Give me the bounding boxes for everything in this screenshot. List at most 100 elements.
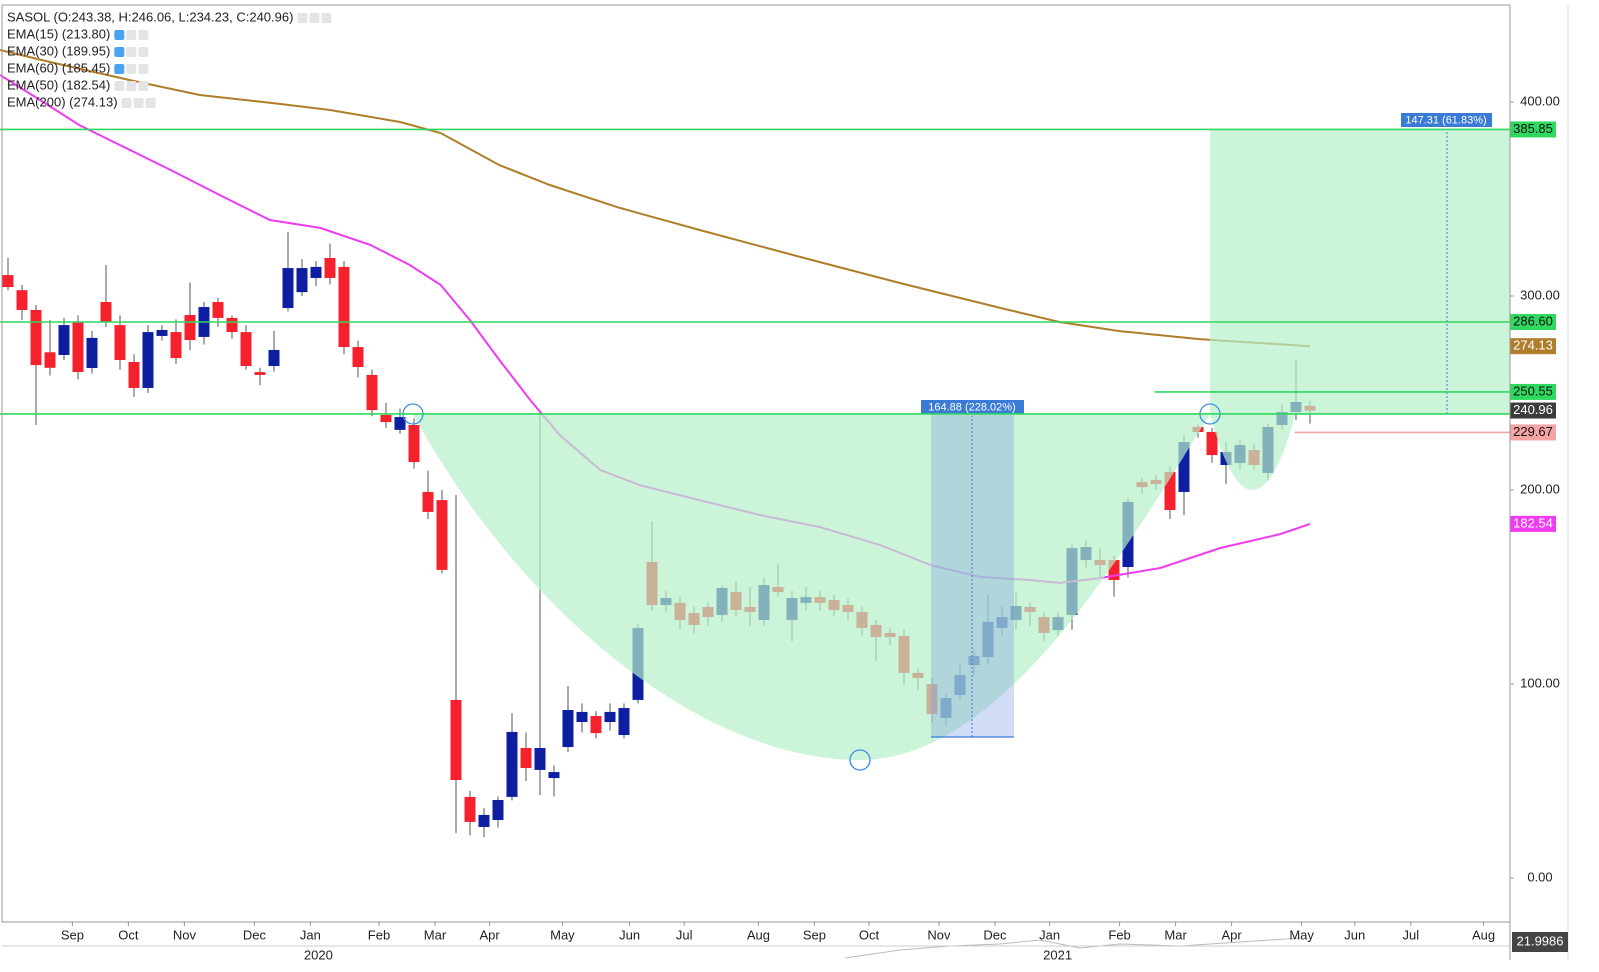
x-tick-label: Nov xyxy=(927,927,951,942)
measure-label: 164.88 (228.02%) xyxy=(928,401,1015,413)
candle-body xyxy=(548,772,560,779)
measure-tag xyxy=(921,400,1024,414)
candle-body xyxy=(226,317,238,333)
candle-body xyxy=(184,315,196,341)
price-tag-label: 240.96 xyxy=(1513,402,1553,417)
handle-shape xyxy=(1210,414,1295,490)
price-tag-label: 182.54 xyxy=(1513,515,1553,530)
legend-icon xyxy=(138,81,149,91)
x-tick-label: May xyxy=(550,927,575,942)
price-tag xyxy=(1510,424,1556,441)
footer-tag xyxy=(1512,932,1568,952)
legend-icon xyxy=(297,13,308,23)
year-label: 2020 xyxy=(304,947,333,962)
candle-body xyxy=(282,268,294,309)
price-tag xyxy=(1510,402,1556,419)
candle-body xyxy=(268,349,280,367)
x-tick-label: Apr xyxy=(1221,927,1242,942)
x-tick-label: May xyxy=(1289,927,1314,942)
y-tick-label: 200.00 xyxy=(1520,481,1560,496)
y-tick-label: 0.00 xyxy=(1527,869,1552,884)
footer-value: 21.9986 xyxy=(1517,933,1564,948)
legend-icon xyxy=(145,98,156,108)
candle-body xyxy=(450,699,462,781)
price-tag xyxy=(1510,383,1556,400)
candle-body xyxy=(30,309,42,366)
legend-icon xyxy=(114,64,125,74)
x-tick-label: Dec xyxy=(243,927,267,942)
legend-entry: EMA(200) (274.13) xyxy=(7,94,118,109)
candle-body xyxy=(1108,560,1120,581)
candle-body xyxy=(212,302,224,318)
x-tick-label: Nov xyxy=(173,927,197,942)
x-tick-label: Aug xyxy=(747,927,770,942)
candle-body xyxy=(590,716,602,734)
candle-body xyxy=(310,266,322,278)
candle-body xyxy=(2,275,14,288)
price-tag xyxy=(1510,121,1556,138)
x-tick-label: Jul xyxy=(1402,927,1419,942)
legend-icon xyxy=(138,47,149,57)
y-tick-label: 400.00 xyxy=(1520,93,1560,108)
x-tick-label: Jan xyxy=(1039,927,1060,942)
candle-body xyxy=(338,266,350,348)
candle-body xyxy=(1178,442,1190,492)
candle-body xyxy=(562,709,574,748)
price-tag-label: 274.13 xyxy=(1513,338,1553,353)
candle-body xyxy=(114,325,126,361)
x-tick-label: Oct xyxy=(118,927,139,942)
price-tag-label: 229.67 xyxy=(1513,424,1553,439)
candle-body xyxy=(86,337,98,368)
cup-shape xyxy=(413,414,1210,760)
legend-icon xyxy=(309,13,320,23)
candle-body xyxy=(1164,471,1176,510)
legend-icon xyxy=(121,98,132,108)
legend-icon xyxy=(114,30,125,40)
candle-body xyxy=(1206,431,1218,456)
candle-body xyxy=(16,290,28,310)
legend-entry: EMA(60) (185.45) xyxy=(7,60,110,75)
candle-body xyxy=(100,302,112,322)
x-tick-label: Apr xyxy=(479,927,500,942)
candle-body xyxy=(366,374,378,411)
legend: SASOL (O:243.38, H:246.06, L:234.23, C:2… xyxy=(7,9,332,109)
candle-body xyxy=(576,711,588,723)
volume-trace xyxy=(844,937,1301,959)
price-tag xyxy=(1510,313,1556,330)
candle-body xyxy=(492,800,504,820)
candle-body xyxy=(408,425,420,463)
candle-body xyxy=(464,796,476,822)
annotation-layer: 0.00 100.00 200.00 300.00 400.00 Sep Oct Nov Dec… xyxy=(0,93,1560,962)
candle-body xyxy=(618,708,630,736)
legend-icon xyxy=(114,47,125,57)
x-tick-label: Feb xyxy=(368,927,390,942)
candle-body xyxy=(156,329,168,336)
candle-body xyxy=(352,347,364,368)
candle-body xyxy=(520,748,532,769)
x-tick-label: Jun xyxy=(619,927,640,942)
legend-title: SASOL (O:243.38, H:246.06, L:234.23, C:2… xyxy=(7,9,293,24)
price-tag xyxy=(1510,515,1556,532)
candle-body xyxy=(394,417,406,430)
legend-icon xyxy=(321,13,332,23)
candle-body xyxy=(170,332,182,359)
x-tick-label: Mar xyxy=(1164,927,1187,942)
candle-body xyxy=(506,731,518,797)
legend-icon xyxy=(133,98,144,108)
candle-body xyxy=(128,361,140,388)
x-tick-label: Aug xyxy=(1472,927,1495,942)
candle-body xyxy=(58,325,70,355)
measure-label: 147.31 (61.83%) xyxy=(1405,114,1486,126)
legend-icon xyxy=(126,30,137,40)
candle-body xyxy=(534,748,546,770)
x-tick-label: Dec xyxy=(983,927,1007,942)
candle-body xyxy=(44,352,56,368)
x-tick-label: Jul xyxy=(676,927,693,942)
candle-body xyxy=(324,257,336,278)
x-tick-label: Sep xyxy=(61,927,84,942)
price-tag-label: 250.55 xyxy=(1513,383,1553,398)
candle-body xyxy=(422,491,434,512)
candle-body xyxy=(254,372,266,375)
